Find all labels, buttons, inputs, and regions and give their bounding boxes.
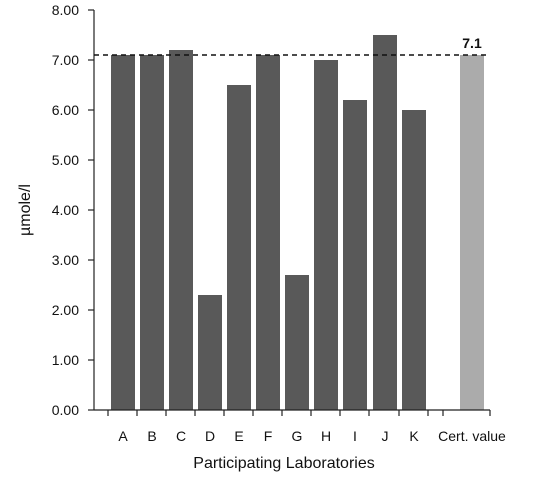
x-tick-label: D	[205, 428, 215, 444]
x-tick-label: B	[147, 428, 156, 444]
bar-cert-value	[460, 55, 484, 410]
bar-lab-i	[343, 100, 367, 410]
x-ticks-group: A B C D E F G H I J K Cert. value	[107, 410, 506, 444]
y-tick-label: 4.00	[52, 202, 79, 218]
x-tick-label: I	[353, 428, 357, 444]
bar-lab-c	[169, 50, 193, 410]
y-tick-label: 2.00	[52, 302, 79, 318]
bar-lab-j	[373, 35, 397, 410]
bars-group	[111, 35, 484, 410]
y-tick-label: 7.00	[52, 52, 79, 68]
y-tick-label: 0.00	[52, 402, 79, 418]
bar-lab-h	[314, 60, 338, 410]
y-tick-label: 6.00	[52, 102, 79, 118]
y-ticks-group: 0.00 1.00 2.00 3.00 4.00 5.00 6.00 7.00 8.00	[52, 2, 94, 418]
bar-lab-g	[285, 275, 309, 410]
y-tick-label: 5.00	[52, 152, 79, 168]
x-tick-label: F	[264, 428, 273, 444]
y-tick-label: 1.00	[52, 352, 79, 368]
x-tick-label: K	[409, 428, 419, 444]
bar-lab-e	[227, 85, 251, 410]
bar-lab-b	[140, 55, 164, 410]
bar-lab-f	[256, 55, 280, 410]
bar-lab-d	[198, 295, 222, 410]
reference-line-label: 7.1	[462, 35, 482, 51]
x-tick-label: H	[321, 428, 331, 444]
x-tick-label: G	[292, 428, 303, 444]
x-tick-label: J	[382, 428, 389, 444]
x-tick-label: C	[176, 428, 186, 444]
y-axis-title: µmole/l	[17, 184, 34, 236]
bar-lab-k	[402, 110, 426, 410]
y-tick-label: 3.00	[52, 252, 79, 268]
bar-lab-a	[111, 55, 135, 410]
x-tick-label: Cert. value	[438, 428, 506, 444]
x-tick-label: A	[118, 428, 128, 444]
x-tick-label: E	[234, 428, 243, 444]
x-axis-title: Participating Laboratories	[193, 455, 374, 472]
y-tick-label: 8.00	[52, 2, 79, 18]
